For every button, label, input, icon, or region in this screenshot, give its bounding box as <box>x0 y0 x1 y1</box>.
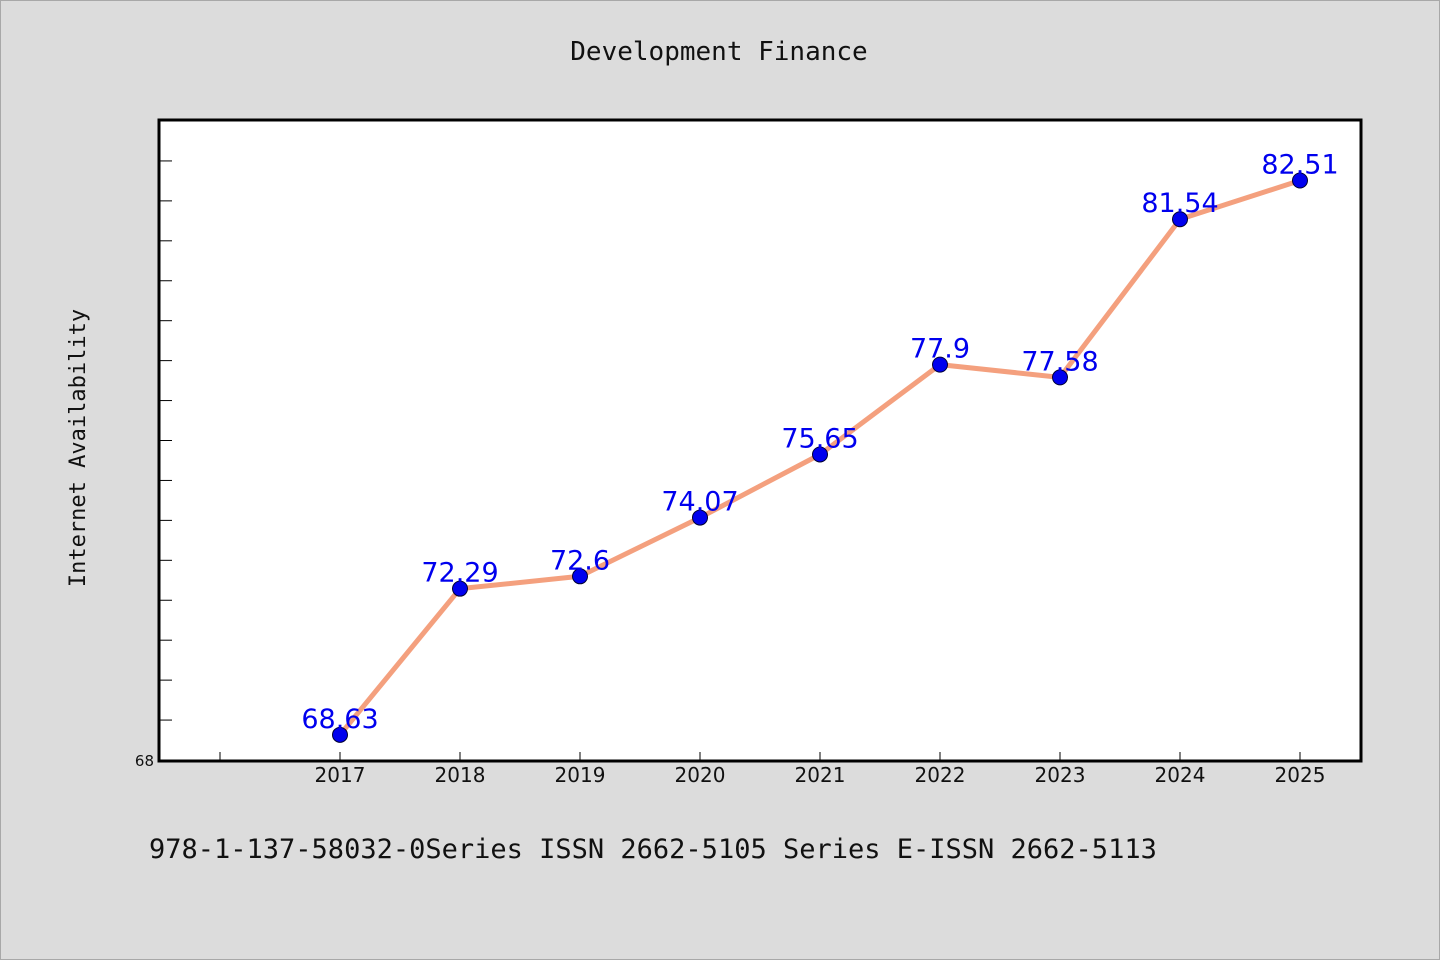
x-tick-label: 2018 <box>435 763 486 787</box>
x-tick-label: 2020 <box>675 763 726 787</box>
data-label: 77.9 <box>910 334 970 365</box>
data-point <box>452 580 468 597</box>
data-label: 75.65 <box>781 423 858 454</box>
x-tick-label: 2017 <box>315 763 366 787</box>
data-point <box>1292 172 1308 189</box>
data-label: 68.63 <box>301 704 378 735</box>
y-axis-ticks: 68 <box>135 160 172 770</box>
data-point <box>572 568 588 585</box>
x-tick-label: 2025 <box>1275 763 1326 787</box>
data-point <box>692 509 708 526</box>
y-tick-label: 68 <box>135 752 154 770</box>
data-point <box>812 446 828 463</box>
x-axis-ticks: 2017 2018 2019 2020 2021 2022 2023 2024 2025 <box>219 752 1326 787</box>
x-tick-label: 2019 <box>555 763 606 787</box>
data-label: 82.51 <box>1261 150 1338 181</box>
y-axis-label: Internet Availability <box>66 309 91 587</box>
data-point <box>932 356 948 373</box>
footer-text: 978-1-137-58032-0Series ISSN 2662-5105 S… <box>149 834 1157 865</box>
x-tick-label: 2022 <box>915 763 966 787</box>
data-label: 81.54 <box>1141 188 1218 219</box>
x-tick-label: 2024 <box>1155 763 1206 787</box>
plot-area <box>157 118 1363 763</box>
data-point <box>1172 211 1188 228</box>
data-label: 72.29 <box>421 558 498 589</box>
x-tick-label: 2023 <box>1035 763 1086 787</box>
data-label: 74.07 <box>661 487 738 518</box>
data-label: 72.6 <box>550 545 610 576</box>
chart-title: Development Finance <box>570 37 867 67</box>
series-group: 68.63 72.29 72.6 74.07 75.65 77.9 77.58 81.54 82… <box>301 150 1339 743</box>
data-point <box>1052 369 1068 386</box>
data-label: 77.58 <box>1021 346 1098 377</box>
data-point <box>332 726 348 743</box>
x-tick-label: 2021 <box>795 763 846 787</box>
